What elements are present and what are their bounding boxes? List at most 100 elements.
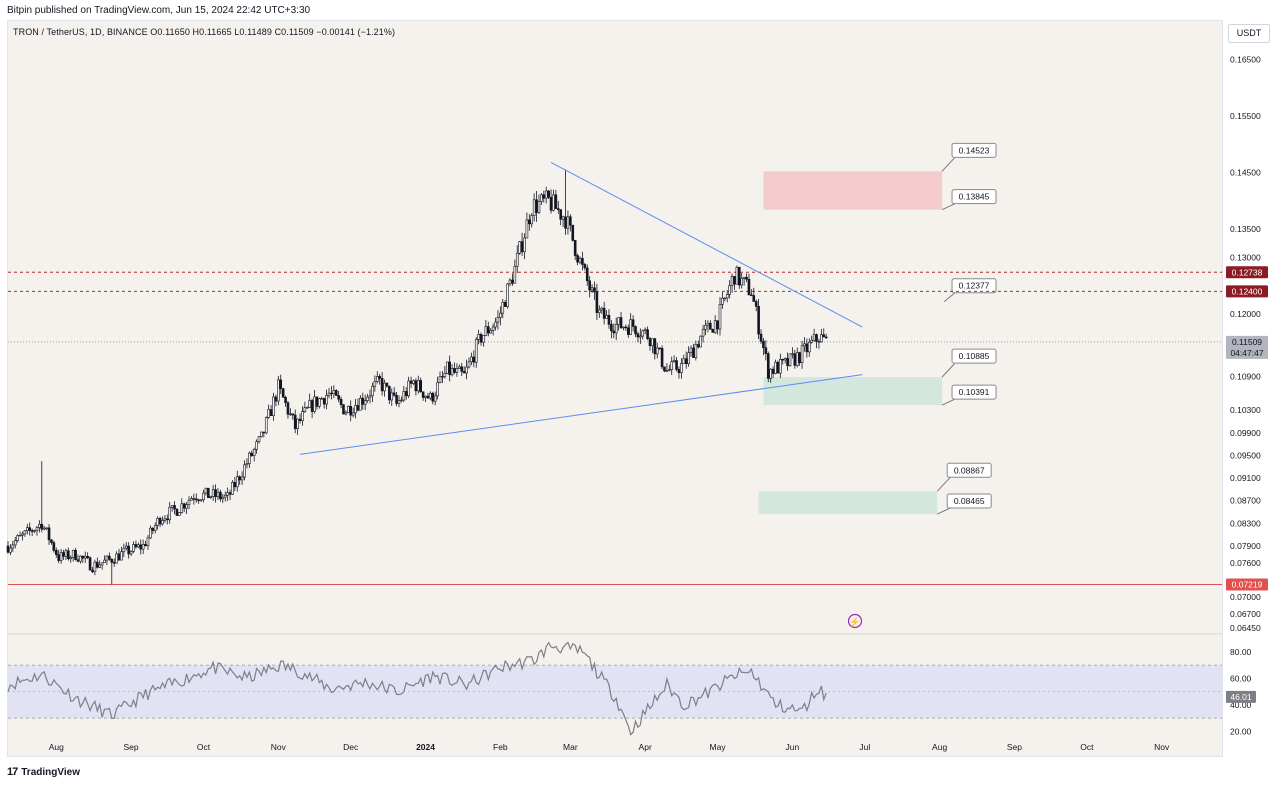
candle-body (503, 302, 507, 307)
candle-body (187, 499, 191, 505)
candle-body (98, 564, 102, 568)
candle-body (822, 334, 826, 338)
time-axis-tick: Dec (343, 742, 359, 752)
candle-body (552, 194, 555, 211)
candle-body (482, 335, 485, 343)
level-callout-line (943, 292, 956, 303)
candle-body (105, 555, 109, 561)
candle-body (388, 385, 391, 401)
candle-body (561, 216, 565, 220)
candle-body (716, 320, 719, 330)
candle-body (793, 353, 797, 366)
candle-body (581, 258, 584, 265)
candle-body (209, 495, 213, 498)
candle-body (566, 216, 570, 229)
candle-body (197, 499, 200, 502)
candle-body (511, 279, 514, 284)
rsi-value-label: 46.01 (1230, 692, 1252, 702)
candle-body (199, 499, 203, 501)
candle-body (687, 352, 690, 364)
candle-body (648, 338, 652, 347)
candle-body (479, 334, 483, 343)
price-axis-level-tag (1226, 578, 1268, 591)
candle-body (462, 371, 466, 374)
candle-body (173, 505, 176, 510)
candle-body (795, 352, 799, 366)
candle-body (248, 452, 251, 464)
candle-body (149, 527, 152, 539)
candle-body (301, 411, 304, 422)
candle-body (658, 347, 661, 350)
candle-body (429, 392, 432, 399)
rsi-line (7, 641, 827, 736)
candle-body (349, 406, 353, 416)
candle-body (67, 550, 70, 560)
candle-body (88, 557, 92, 571)
candle-body (93, 561, 97, 573)
candle-body (815, 334, 818, 342)
candle-body (520, 241, 524, 253)
zone-demand-1 (763, 377, 943, 406)
time-axis-tick: Oct (1080, 742, 1094, 752)
candle-body (207, 487, 210, 498)
candle-body (515, 252, 519, 267)
candle-body (788, 353, 792, 367)
candle-body (458, 366, 461, 369)
candle-body (71, 549, 75, 558)
candle-body (289, 413, 292, 415)
footer-brand[interactable]: 17 TradingView (7, 766, 80, 778)
zone-price-label: 0.10391 (959, 387, 990, 397)
candle-body (74, 549, 77, 560)
candle-body (330, 392, 333, 395)
candle-body (257, 436, 261, 442)
candle-body (132, 544, 135, 552)
candle-body (112, 562, 116, 564)
zone-price-label: 0.08867 (954, 465, 985, 475)
price-axis[interactable] (1223, 20, 1280, 757)
candle-body (725, 294, 729, 299)
candle-body (42, 527, 46, 530)
candle-body (489, 330, 493, 334)
candle-body (721, 297, 724, 305)
candle-body (402, 391, 406, 401)
candle-body (438, 376, 442, 383)
candle-body (334, 390, 338, 396)
price-axis-tick: 0.08700 (1230, 496, 1261, 506)
time-axis-tick: Sep (124, 742, 139, 752)
candle-body (528, 219, 531, 225)
time-axis-tick: Nov (271, 742, 287, 752)
candle-body (610, 324, 613, 332)
candle-body (750, 294, 753, 296)
candle-body (40, 523, 44, 530)
candle-body (602, 307, 606, 319)
price-axis-tick: 0.12000 (1230, 309, 1261, 319)
candle-body (525, 219, 529, 239)
price-axis-tick: 0.07000 (1230, 592, 1261, 602)
candle-body (158, 518, 162, 525)
candle-body (325, 395, 328, 405)
price-axis-tick: 0.06700 (1230, 609, 1261, 619)
candle-body (660, 347, 664, 368)
candle-body (626, 327, 630, 335)
candle-body (359, 397, 362, 411)
zone-price-label-box (951, 348, 997, 364)
candle-body (277, 379, 280, 402)
candle-body (315, 396, 319, 407)
candle-body (474, 339, 478, 363)
candle-body (122, 547, 126, 553)
candle-body (752, 295, 756, 302)
candle-body (769, 368, 772, 379)
candle-body (269, 409, 273, 416)
price-axis-tick: 0.07600 (1230, 558, 1261, 568)
candle-body (161, 520, 164, 525)
candle-body (617, 317, 620, 325)
candle-body (668, 369, 671, 371)
candle-body (680, 362, 683, 374)
candle-body (694, 344, 698, 358)
candle-body (820, 334, 823, 343)
candle-body (366, 396, 369, 401)
candle-body (607, 314, 611, 325)
candle-body (670, 361, 674, 370)
currency-button[interactable]: USDT (1228, 24, 1270, 43)
